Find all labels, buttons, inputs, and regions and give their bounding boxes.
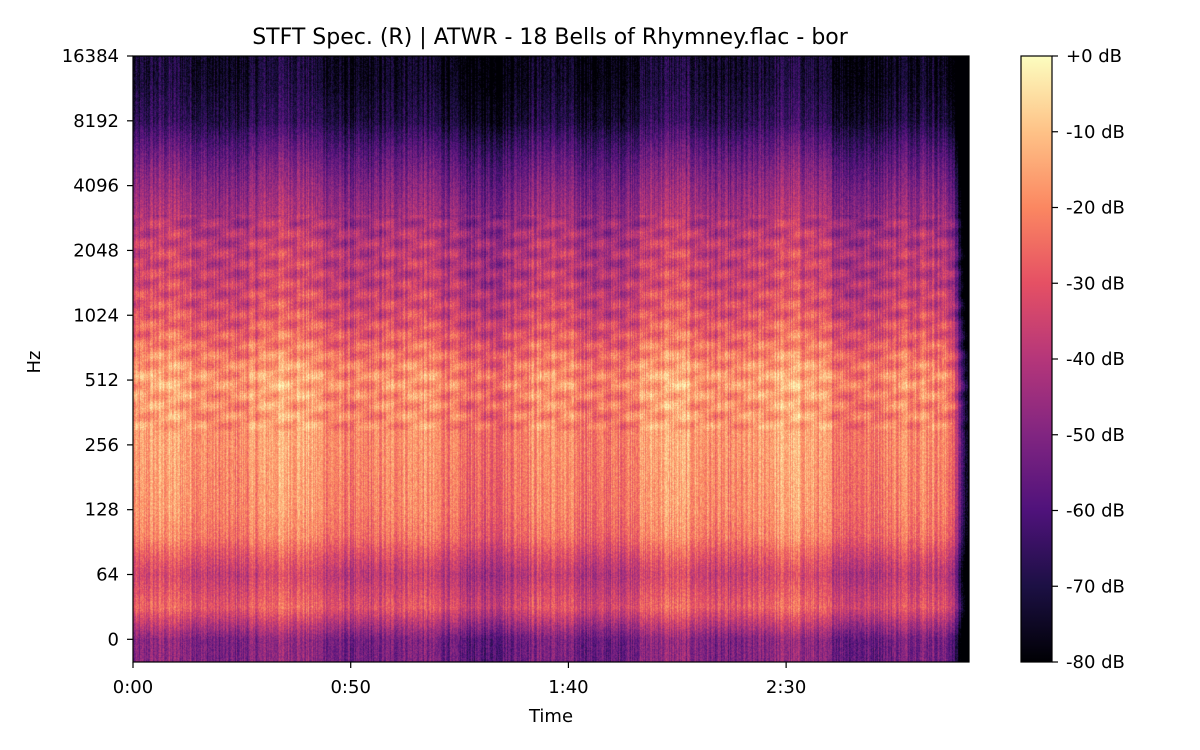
y-tick-label: 4096: [73, 176, 119, 197]
x-tick-label: 1:40: [548, 677, 588, 698]
y-tick-label: 1024: [73, 305, 119, 326]
colorbar-tick-label: -10 dB: [1066, 122, 1125, 143]
x-axis-label: Time: [528, 706, 573, 727]
spectrogram-image: [133, 56, 969, 662]
y-tick-label: 16384: [62, 46, 119, 67]
x-tick-label: 2:30: [766, 677, 806, 698]
colorbar-tick-label: -20 dB: [1066, 198, 1125, 219]
y-axis-label: Hz: [24, 351, 45, 374]
y-tick-label: 8192: [73, 111, 119, 132]
colorbar-tick-label: -80 dB: [1066, 652, 1125, 673]
y-tick-label: 256: [85, 435, 119, 456]
colorbar-tick-label: -40 dB: [1066, 349, 1125, 370]
y-tick-label: 0: [108, 629, 119, 650]
x-tick-label: 0:50: [330, 677, 370, 698]
colorbar-tick-label: -50 dB: [1066, 425, 1125, 446]
plot-frame: [132, 55, 970, 663]
y-tick-label: 2048: [73, 240, 119, 261]
y-axis: 0 64 128 256 512 1024 2048 4096 8192 16384: [62, 46, 133, 650]
colorbar-tick-label: -70 dB: [1066, 576, 1125, 597]
chart-title: STFT Spec. (R) | ATWR - 18 Bells of Rhym…: [252, 25, 849, 50]
y-tick-label: 128: [85, 500, 119, 521]
colorbar-tick-label: +0 dB: [1066, 46, 1122, 67]
x-axis: 0:00 0:50 1:40 2:30: [113, 662, 806, 698]
colorbar: +0 dB -10 dB -20 dB -30 dB -40 dB -50 dB -60 d…: [1020, 46, 1125, 673]
colorbar-gradient: [1020, 55, 1053, 663]
y-tick-label: 64: [96, 565, 119, 586]
spectrogram-heatmap: [133, 56, 969, 662]
colorbar-tick-label: -60 dB: [1066, 501, 1125, 522]
x-tick-label: 0:00: [113, 677, 153, 698]
y-tick-label: 512: [85, 370, 119, 391]
colorbar-ticks: +0 dB -10 dB -20 dB -30 dB -40 dB -50 dB -60 d…: [1052, 46, 1125, 673]
colorbar-tick-label: -30 dB: [1066, 273, 1125, 294]
plot-area: [132, 55, 970, 663]
